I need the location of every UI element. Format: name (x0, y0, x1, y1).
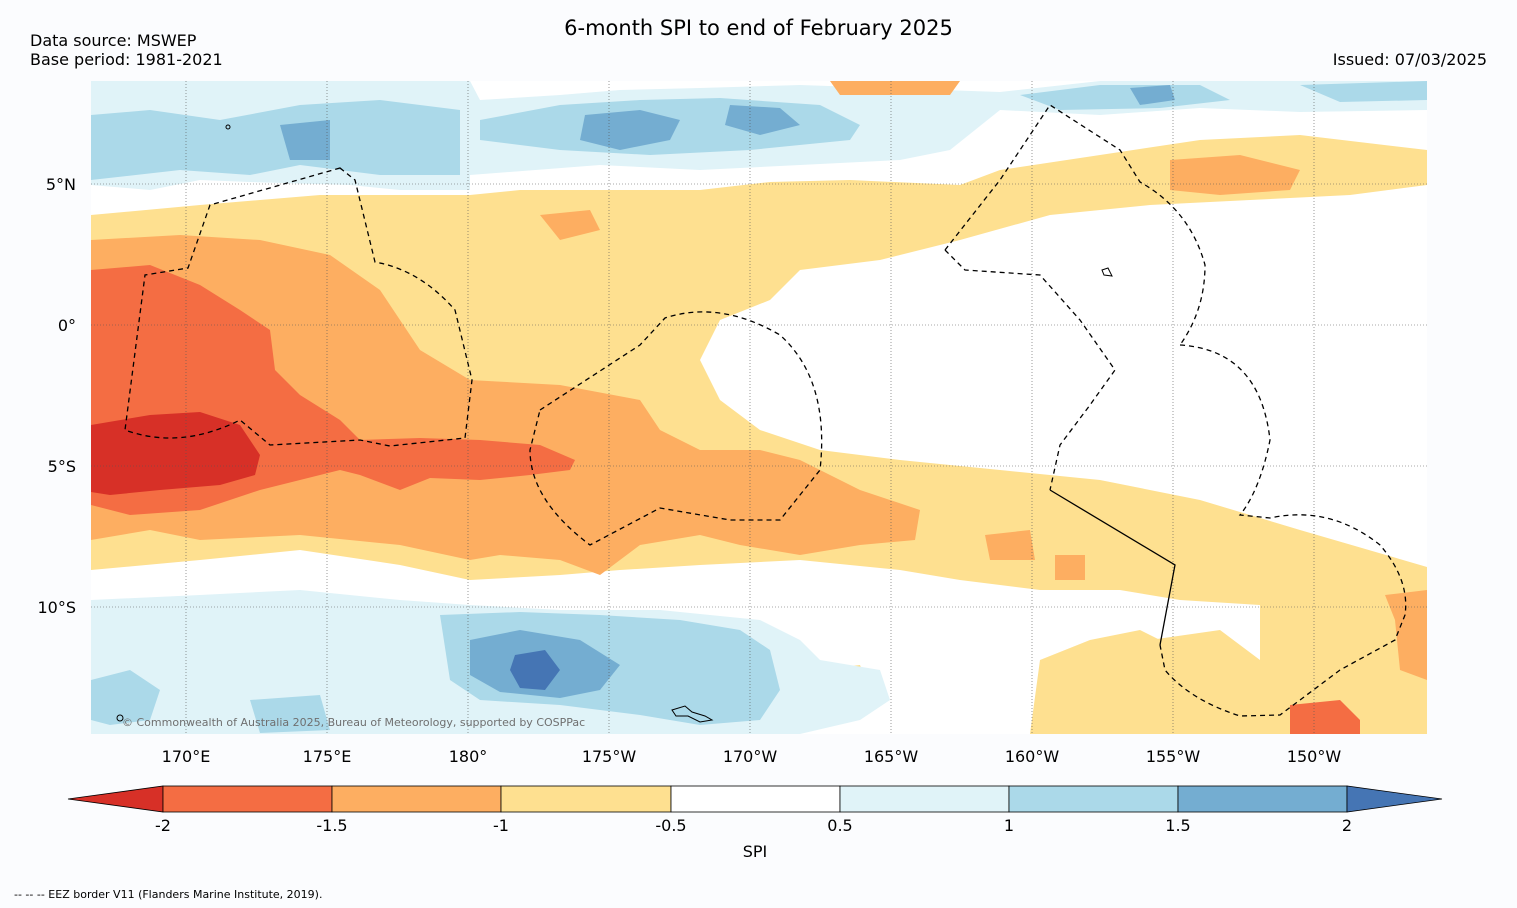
data-source-text: Data source: MSWEP (30, 31, 197, 50)
issued-date-text: Issued: 07/03/2025 (1332, 50, 1487, 69)
colorbar-bin (1177, 785, 1348, 813)
eez-border-west (124, 167, 473, 447)
colorbar (67, 785, 1443, 813)
eez-border-central (529, 311, 823, 546)
lon-label: 150°W (1286, 747, 1342, 766)
map-title: 6-month SPI to end of February 2025 (564, 16, 953, 40)
island-kiritimati (1101, 267, 1113, 277)
island-outlines (116, 124, 1113, 723)
eez-border-solid (1049, 489, 1176, 646)
lat-label: 5°S (47, 457, 76, 476)
colorbar-bin (670, 785, 841, 813)
eez-borders (124, 104, 1407, 717)
colorbar-tick-label: 2 (1341, 816, 1353, 835)
lon-label: 170°W (722, 747, 778, 766)
lat-label: 0° (57, 316, 76, 335)
colorbar-bin (1008, 785, 1179, 813)
colorbar-extend-low (67, 785, 164, 813)
lon-label: 160°W (1004, 747, 1060, 766)
lon-label: 175°E (302, 747, 352, 766)
graticule (91, 81, 1427, 734)
spi-extreme-dry (91, 412, 260, 495)
lon-label: 170°E (161, 747, 211, 766)
colorbar-tick-label: -0.5 (655, 816, 687, 835)
colorbar-tick-label: -1.5 (316, 816, 348, 835)
colorbar-bin (162, 785, 333, 813)
eez-border-east-south (1159, 344, 1407, 717)
spi-dry-main (91, 135, 1427, 734)
colorbar-tick-label: 1.5 (1165, 816, 1191, 835)
lon-label: 155°W (1145, 747, 1201, 766)
colorbar-bin (500, 785, 672, 813)
eez-legend-footer: -- -- -- EEZ border V11 (Flanders Marine… (14, 888, 323, 901)
base-period-text: Base period: 1981-2021 (30, 50, 223, 69)
spi-wet-north-strong (280, 85, 1175, 160)
lat-label: 5°N (45, 175, 76, 194)
spi-moderate-dry (91, 81, 1427, 680)
colorbar-tick-label: -1 (493, 816, 509, 835)
spi-dry-south-patch (820, 630, 1260, 710)
spi-wet-south-max (510, 650, 560, 690)
colorbar-tick-label: -2 (155, 816, 171, 835)
island-samoa (671, 705, 714, 723)
eez-border-east-north (944, 104, 1206, 346)
lon-label: 165°W (863, 747, 919, 766)
colorbar-tick-label: 1 (1003, 816, 1015, 835)
colorbar-bin (839, 785, 1010, 813)
colorbar-bin (331, 785, 502, 813)
eez-border-east-inner (944, 249, 1116, 491)
colorbar-tick-label: 0.5 (827, 816, 853, 835)
spi-wet-south-mid (91, 612, 780, 733)
colorbar-title: SPI (742, 842, 768, 861)
lon-label: 175°W (581, 747, 637, 766)
copyright-text: © Commonwealth of Australia 2025, Bureau… (122, 716, 586, 729)
colorbar-extend-high (1346, 785, 1443, 813)
lon-label: 180° (448, 747, 488, 766)
spi-field (91, 81, 1427, 734)
lat-label: 10°S (37, 598, 76, 617)
spi-strong-dry (91, 265, 1360, 734)
